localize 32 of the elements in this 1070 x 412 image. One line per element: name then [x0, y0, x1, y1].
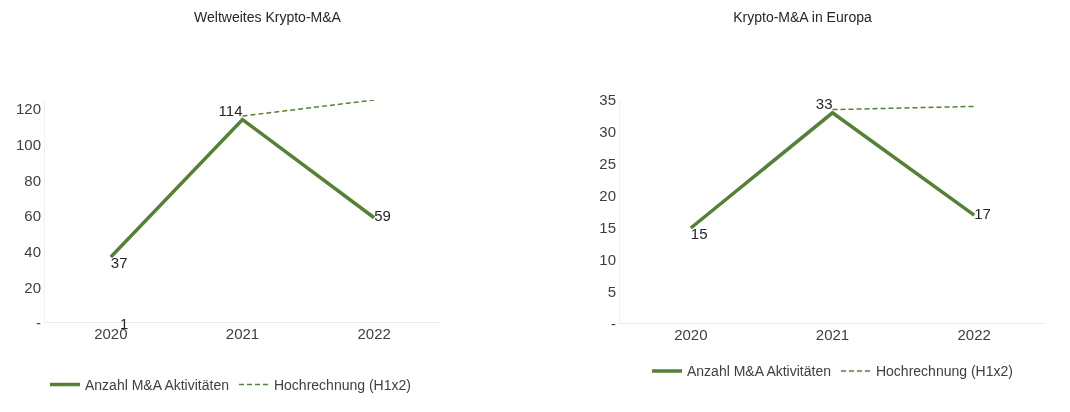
y-tick-label: 20 [599, 187, 616, 205]
y-tick-label: 120 [15, 100, 41, 118]
x-tick-label: 2020 [674, 326, 708, 343]
y-tick-label: 30 [599, 123, 616, 141]
y-tick-label: 60 [24, 207, 41, 225]
legend-label: Anzahl M&A Aktivitäten [687, 363, 831, 380]
data-label: 15 [690, 225, 708, 243]
data-label: 17 [974, 204, 991, 222]
y-tick-label: 20 [24, 278, 41, 296]
x-tick-label: 2022 [357, 325, 391, 342]
y-tick-label: 100 [15, 135, 41, 153]
y-tick-label: - [611, 315, 616, 333]
y-tick-label: 80 [24, 171, 41, 189]
y-tick-label: 40 [24, 242, 41, 260]
legend-label: Hochrechnung (H1x2) [273, 376, 411, 393]
legend-label: Hochrechnung (H1x2) [875, 363, 1013, 380]
chart-title: Weltweites Krypto-M&A [194, 9, 342, 26]
y-tick-label: 5 [607, 283, 616, 301]
chart-title: Krypto-M&A in Europa [733, 9, 872, 26]
data-label: 37 [110, 254, 128, 272]
data-label: 59 [374, 207, 391, 225]
y-tick-label: - [36, 314, 41, 332]
y-tick-label: 10 [599, 251, 616, 269]
y-tick-label: 35 [599, 91, 616, 109]
legend-label: Anzahl M&A Aktivitäten [85, 376, 229, 393]
x-tick-label: 2022 [957, 326, 991, 343]
y-tick-label: 15 [599, 219, 616, 237]
y-tick-label: 25 [599, 155, 616, 173]
data-label: 33 [815, 95, 833, 113]
x-tick-label: 2021 [225, 325, 260, 342]
x-tick-label: 2021 [815, 326, 850, 343]
data-label: 114 [218, 101, 243, 119]
